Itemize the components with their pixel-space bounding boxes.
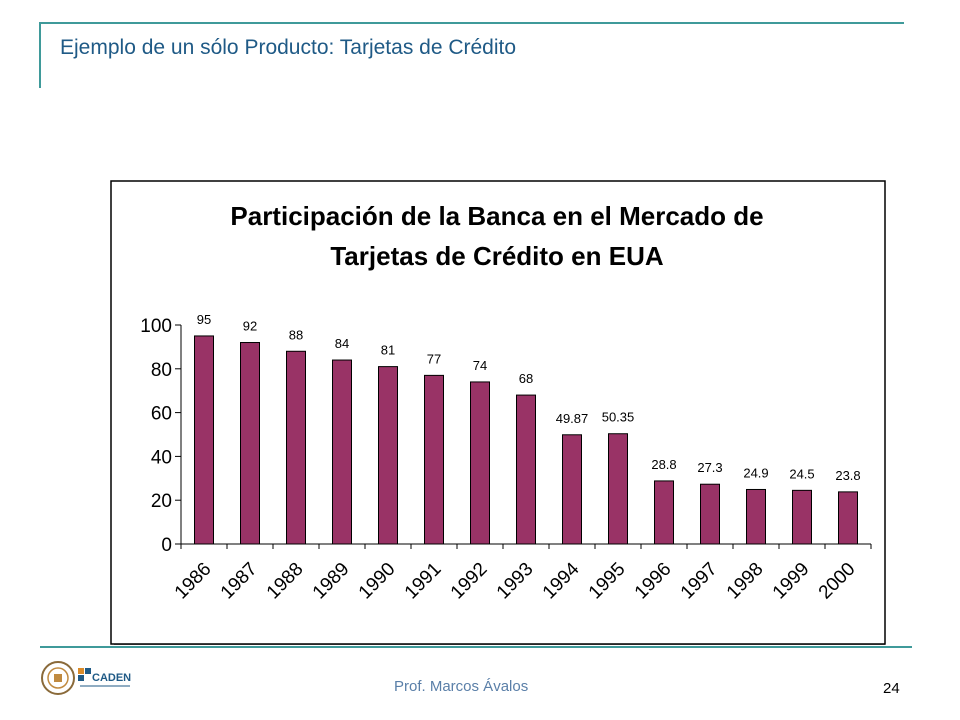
bar [378,366,398,545]
header-accent-bar [39,22,41,88]
chart-title-line: Participación de la Banca en el Mercado … [230,201,763,231]
y-tick-label: 0 [161,535,172,556]
university-logo: CADEN [40,656,132,700]
chart-container: Participación de la Banca en el Mercado … [110,180,887,647]
data-label: 23.8 [835,468,860,483]
data-label: 84 [335,336,349,351]
bar [838,491,858,545]
bar [746,488,766,545]
data-label: 88 [289,327,303,342]
footer-divider [40,646,912,648]
y-tick-label: 40 [151,447,172,468]
bar [194,335,214,545]
data-label: 24.9 [743,465,768,480]
bar [562,434,582,545]
page-number: 24 [883,680,900,697]
data-label: 50.35 [602,410,635,425]
y-tick-label: 60 [151,404,172,425]
data-label: 74 [473,358,487,373]
data-label: 92 [243,319,257,334]
data-label: 95 [197,312,211,327]
footer-author: Prof. Marcos Ávalos [394,678,529,695]
chart-title-line: Tarjetas de Crédito en EUA [330,241,663,271]
bar [608,433,628,545]
bar [240,342,260,545]
data-label: 24.5 [789,466,814,481]
bar [792,489,812,545]
bar [470,381,490,545]
y-tick-label: 80 [151,360,172,381]
y-tick-label: 20 [151,491,172,512]
data-label: 77 [427,351,441,366]
bar [516,394,536,545]
data-label: 27.3 [697,460,722,475]
bar [700,483,720,545]
bar-chart: Participación de la Banca en el Mercado … [110,180,886,645]
y-tick-label: 100 [140,316,172,337]
data-label: 49.87 [556,411,589,426]
slide-title: Ejemplo de un sólo Producto: Tarjetas de… [60,36,517,59]
header-accent-line [40,22,904,24]
data-label: 28.8 [651,457,676,472]
bar [654,480,674,545]
bar [424,374,444,545]
bar [332,359,352,545]
data-label: 81 [381,343,395,358]
bar [286,350,306,545]
data-label: 68 [519,371,533,386]
logo-text: CADEN [92,672,131,684]
